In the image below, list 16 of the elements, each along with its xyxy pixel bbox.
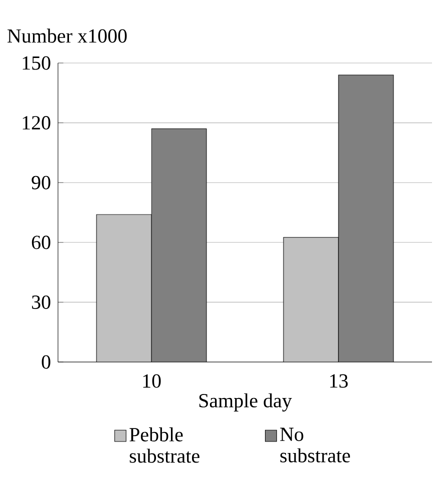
y-tick-label: 30 — [32, 295, 50, 309]
bar — [151, 128, 206, 362]
y-tick-label: 0 — [42, 355, 50, 369]
bar — [283, 237, 339, 362]
legend-label: No substrate — [280, 428, 350, 462]
y-tick-label: 60 — [32, 236, 50, 250]
bar — [338, 74, 394, 362]
x-tick-label: 10 — [143, 374, 161, 388]
legend-label: Pebble substrate — [130, 427, 200, 463]
y-tick-label: 90 — [32, 176, 50, 190]
x-tick-label: 13 — [330, 374, 348, 388]
x-axis-title: Sample day — [199, 393, 292, 412]
y-axis-title: Number x1000 — [8, 28, 127, 43]
y-tick-label: 150 — [22, 56, 50, 70]
y-tick-label: 120 — [22, 116, 50, 130]
bar — [96, 214, 152, 362]
